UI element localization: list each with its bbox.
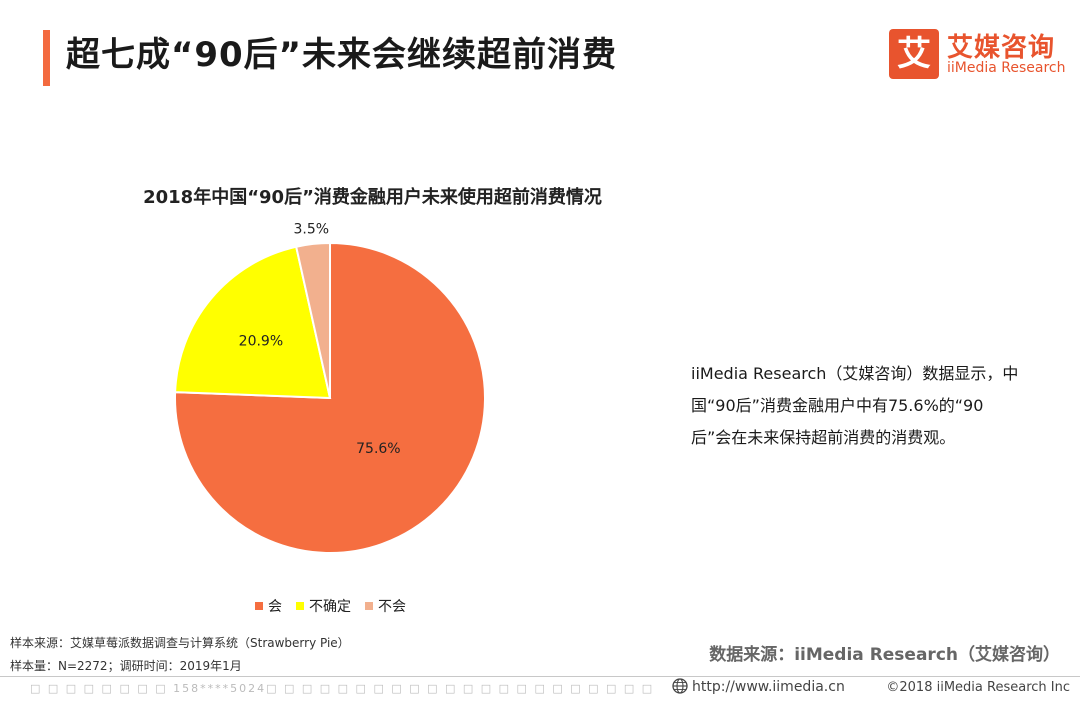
logo-name-cn: 艾媒咨询 (947, 33, 1056, 63)
pie-chart: 75.6% 20.9% 3.5% (174, 222, 486, 554)
legend-label-2: 不会 (378, 599, 406, 615)
website-link[interactable]: http://www.iimedia.cn (672, 678, 845, 695)
pie-label-2: 3.5% (294, 222, 330, 238)
footer-divider (0, 676, 1080, 677)
chart-title: 2018年中国“90后”消费金融用户未来使用超前消费情况 (143, 187, 602, 208)
pie-slice-2 (294, 241, 331, 399)
legend-swatch-1 (296, 602, 304, 610)
watermark-text: □ □ □ □ □ □ □ □ 158****5024□ □ □ □ □ □ □… (30, 682, 655, 695)
website-url[interactable]: http://www.iimedia.cn (692, 679, 845, 695)
chart-legend: 会 不确定 不会 (255, 596, 420, 616)
pie-slice-0 (174, 241, 486, 554)
legend-item-0: 会 (255, 596, 282, 616)
logo-glyph: 艾 (897, 34, 931, 74)
iimedia-logo: 艾 艾媒咨询 iiMedia Research (889, 29, 1066, 81)
legend-swatch-0 (255, 602, 263, 610)
description-text: iiMedia Research（艾媒咨询）数据显示，中国“90后”消费金融用户… (691, 364, 1019, 447)
title-accent-bar (43, 30, 50, 86)
logo-name-en: iiMedia Research (947, 60, 1066, 76)
copyright-text: ©2018 iiMedia Research Inc (886, 680, 1070, 695)
legend-label-1: 不确定 (309, 599, 351, 615)
globe-icon (672, 678, 688, 694)
pie-slice-1 (174, 245, 332, 400)
pie-label-1: 20.9% (239, 333, 283, 349)
sample-size: 样本量：N=2272；调研时间：2019年1月 (10, 659, 242, 673)
page-title: 超七成“90后”未来会继续超前消费 (66, 35, 618, 75)
sample-source: 样本来源：艾媒草莓派数据调查与计算系统（Strawberry Pie） (10, 636, 350, 650)
logo-icon: 艾 (889, 29, 939, 79)
legend-item-1: 不确定 (296, 596, 351, 616)
legend-item-2: 不会 (365, 596, 406, 616)
legend-label-0: 会 (268, 599, 282, 615)
pie-label-0: 75.6% (356, 441, 400, 457)
legend-swatch-2 (365, 602, 373, 610)
data-source: 数据来源：iiMedia Research（艾媒咨询） (709, 645, 1060, 665)
